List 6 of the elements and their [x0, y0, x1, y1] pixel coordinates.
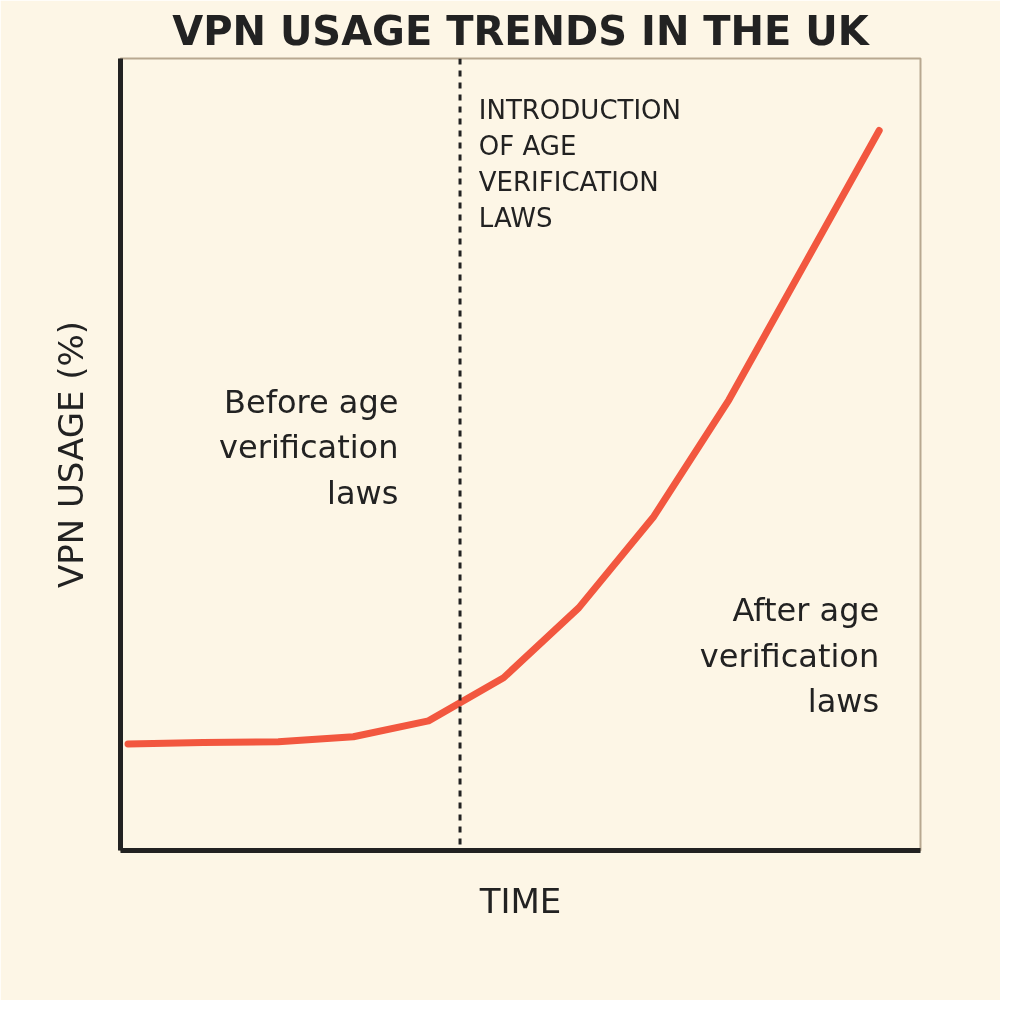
- x-axis-title: TIME: [478, 880, 562, 921]
- chart-title: VPN USAGE TRENDS IN THE UK: [172, 7, 871, 54]
- y-axis-title: VPN USAGE (%): [50, 320, 91, 589]
- annotation: Before age verification laws: [219, 382, 399, 512]
- annotation: INTRODUCTION OF AGE VERIFICATION LAWS: [478, 94, 682, 233]
- annotation: After age verification laws: [699, 591, 880, 721]
